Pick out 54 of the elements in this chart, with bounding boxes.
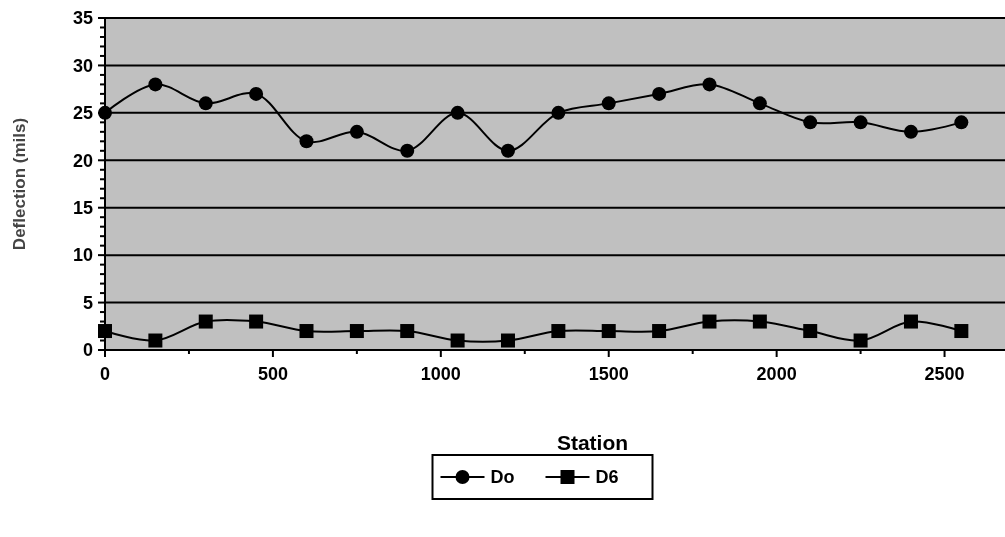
point — [903, 124, 918, 139]
y-tick-label: 0 — [82, 340, 93, 361]
point — [601, 324, 616, 339]
x-tick-label: 500 — [257, 364, 288, 384]
point — [450, 105, 465, 120]
point — [450, 333, 465, 348]
point — [702, 77, 717, 92]
x-tick-label: 2500 — [924, 364, 965, 384]
point — [400, 143, 415, 158]
x-axis-title: Station — [556, 431, 629, 454]
point — [903, 314, 918, 329]
point — [249, 86, 264, 101]
x-tick-label: 2000 — [756, 364, 797, 384]
y-tick-label: 20 — [72, 150, 93, 171]
point — [349, 124, 364, 139]
point — [400, 324, 415, 339]
point — [98, 324, 112, 339]
point — [853, 333, 868, 348]
point — [752, 314, 767, 329]
x-tick-label: 1500 — [588, 364, 629, 384]
point — [752, 96, 767, 111]
y-tick-label: 15 — [72, 198, 93, 219]
point — [803, 115, 818, 130]
point — [148, 77, 163, 92]
point — [954, 115, 969, 130]
point — [500, 143, 515, 158]
y-tick-label: 30 — [72, 55, 93, 76]
y-tick-label: 5 — [82, 292, 93, 313]
y-axis-title: Deflection (mils) — [10, 117, 29, 251]
point — [853, 115, 868, 130]
point — [500, 333, 515, 348]
point — [98, 105, 112, 120]
point — [249, 314, 264, 329]
point — [551, 105, 566, 120]
point — [601, 96, 616, 111]
point — [198, 314, 213, 329]
point — [349, 324, 364, 339]
legend-label: Do — [490, 467, 515, 488]
point — [652, 86, 667, 101]
point — [551, 324, 566, 339]
point — [198, 96, 213, 111]
y-tick-label: 25 — [72, 103, 93, 124]
x-tick-label: 1000 — [420, 364, 461, 384]
point — [299, 324, 314, 339]
point — [702, 314, 717, 329]
point — [954, 324, 969, 339]
y-tick-label: 10 — [72, 245, 93, 266]
point — [803, 324, 818, 339]
legend-label: D6 — [595, 467, 619, 488]
point — [299, 134, 314, 149]
point — [148, 333, 163, 348]
x-tick-label: 0 — [99, 364, 111, 384]
point — [652, 324, 667, 339]
y-tick-label: 35 — [72, 8, 93, 29]
